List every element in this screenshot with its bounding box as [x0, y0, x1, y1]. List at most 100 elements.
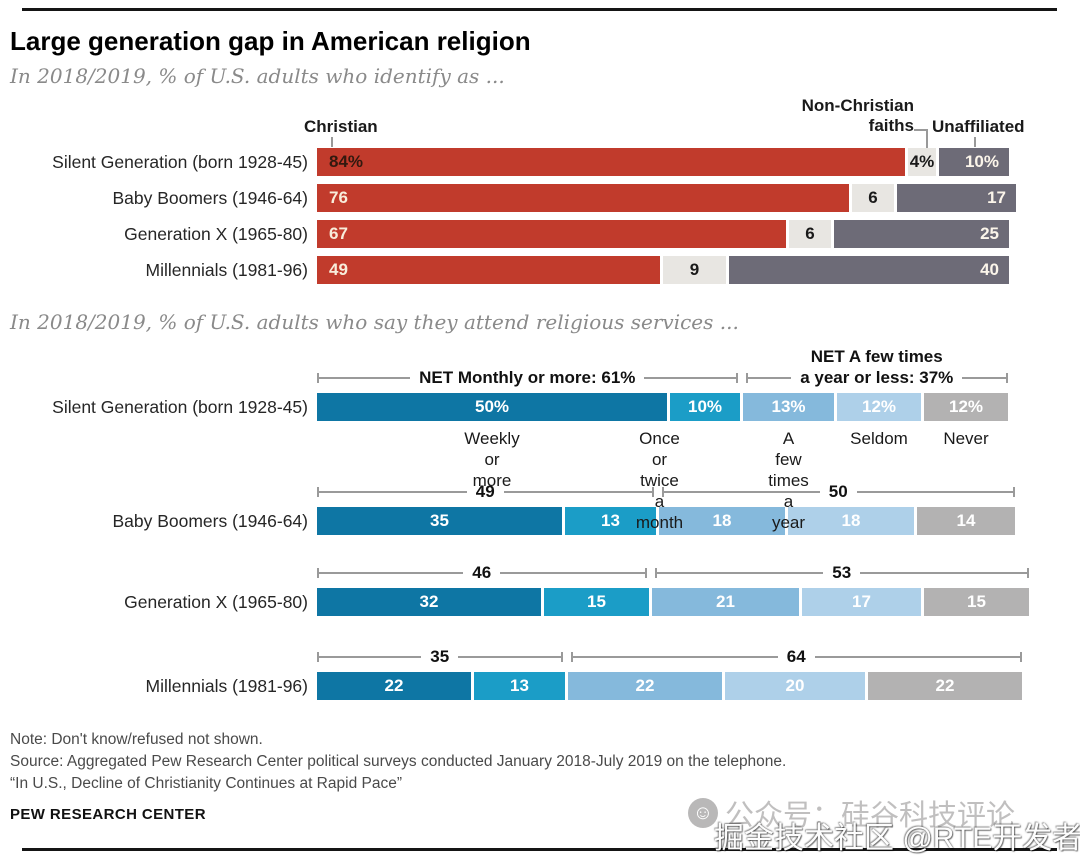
- row-label: Baby Boomers (1946-64): [112, 187, 308, 208]
- christian-pointer-tick: [331, 137, 333, 147]
- bracket-end-tick: [1020, 651, 1023, 662]
- watermark-back: ☺ 公众号：硅谷科技评论: [688, 792, 1015, 834]
- bar-segment: 32: [317, 588, 541, 616]
- bracket-end-tick: [644, 567, 647, 578]
- net-bracket-left: 35: [317, 646, 563, 667]
- row-label: Silent Generation (born 1928-45): [52, 151, 308, 172]
- bracket-line: [856, 490, 1014, 493]
- bracket-line: [319, 571, 464, 574]
- bracket-line: [962, 376, 1007, 379]
- row-label: Millennials (1981-96): [145, 675, 308, 696]
- attendance-category-label: Never: [943, 429, 989, 448]
- footnote-source: Source: Aggregated Pew Research Center p…: [10, 753, 787, 770]
- row-label: Silent Generation (born 1928-45): [52, 396, 308, 417]
- stacked-bar: 76 6 17: [317, 184, 1016, 212]
- bar-segment: 22: [317, 672, 471, 700]
- bar-segment: 18: [659, 507, 785, 535]
- bracket-end-tick: [654, 567, 657, 578]
- attendance-category-label: Weekly or more: [464, 429, 520, 490]
- stacked-bar: 32 15 21 17 15: [317, 588, 1029, 616]
- bar-segment: 40: [729, 256, 1009, 284]
- bar-segment: 13%: [743, 393, 834, 421]
- bracket-end-tick: [570, 651, 573, 662]
- smiley-icon: ☺: [688, 798, 718, 828]
- watermark-back-text: 公众号：硅谷科技评论: [725, 800, 1016, 832]
- net-bracket-right: 53: [654, 562, 1030, 583]
- bar-segment: 12%: [924, 393, 1008, 421]
- bar-row: Generation X (1965-80) 67 6 25: [0, 220, 1016, 248]
- net-bracket-label: 64: [786, 646, 806, 666]
- bar-row: Silent Generation (born 1928-45) 50% 10% 13…: [0, 393, 1008, 421]
- bar-segment: 17: [897, 184, 1016, 212]
- bracket-line: [503, 490, 652, 493]
- bracket-line: [644, 376, 736, 379]
- bracket-end-tick: [745, 372, 748, 383]
- net-bracket-label: 35: [430, 646, 450, 666]
- bar-segment: 14: [917, 507, 1015, 535]
- bar-segment: 10%: [670, 393, 740, 421]
- bar-segment: 15: [544, 588, 649, 616]
- net-bracket-label: 46: [472, 562, 492, 582]
- bar-segment: 50%: [317, 393, 667, 421]
- unaffiliated-pointer-tick: [974, 137, 976, 147]
- bracket-end-tick: [317, 567, 319, 578]
- top-rule: [22, 8, 1057, 11]
- bar-row: Baby Boomers (1946-64) 76 6 17: [0, 184, 1016, 212]
- bracket-line: [319, 376, 411, 379]
- bar-segment: 25: [834, 220, 1009, 248]
- net-bracket-right: NET A few times a year or less: 37%: [745, 346, 1009, 388]
- bracket-end-tick: [560, 651, 563, 662]
- bar-segment: 17: [802, 588, 921, 616]
- bracket-end-tick: [1027, 567, 1030, 578]
- attendance-category-label: A few times a year: [768, 429, 809, 532]
- stacked-bar: 50% 10% 13% 12% 12%: [317, 393, 1008, 421]
- bar-segment: 6: [852, 184, 894, 212]
- net-bracket-label: 49: [475, 481, 495, 501]
- bar-row: Baby Boomers (1946-64) 35 13 18 18 14: [0, 507, 1015, 535]
- row-label: Generation X (1965-80): [124, 591, 308, 612]
- bar-row: Millennials (1981-96) 22 13 22 20 22: [0, 672, 1022, 700]
- net-bracket-left: 49: [317, 481, 654, 502]
- watermark-front: 掘金技术社区 @RTE开发者社区: [714, 822, 1080, 855]
- bracket-end-tick: [317, 486, 319, 497]
- bracket-line: [319, 490, 467, 493]
- row-label: Millennials (1981-96): [145, 259, 308, 280]
- bracket-end-tick: [651, 486, 654, 497]
- bracket-line: [572, 655, 778, 658]
- bar-row: Generation X (1965-80) 32 15 21 17 15: [0, 588, 1029, 616]
- attendance-category-label: Once or twice a month: [635, 429, 684, 532]
- row-label: Generation X (1965-80): [124, 223, 308, 244]
- bracket-end-tick: [735, 372, 738, 383]
- bar-row: Silent Generation (born 1928-45) 84% 4% 10%: [0, 148, 1016, 176]
- bracket-line: [319, 655, 422, 658]
- bar-segment: 76: [317, 184, 849, 212]
- bracket-end-tick: [661, 486, 664, 497]
- footnote-note: Note: Don't know/refused not shown.: [10, 731, 263, 748]
- net-bracket-label: NET Monthly or more: 61%: [419, 367, 636, 387]
- bar-segment: 13: [565, 507, 656, 535]
- bar-segment: 9: [663, 256, 726, 284]
- bar-segment: 67: [317, 220, 786, 248]
- net-bracket-right: 50: [661, 481, 1016, 502]
- bracket-line: [656, 571, 824, 574]
- identify-chart-subtitle: In 2018/2019, % of U.S. adults who ident…: [10, 64, 505, 88]
- net-bracket-label: 50: [828, 481, 848, 501]
- identify-chart: Silent Generation (born 1928-45) 84% 4% 10%…: [0, 148, 1016, 292]
- column-header-unaffiliated: Unaffiliated: [932, 117, 1025, 136]
- bar-segment: 6: [789, 220, 831, 248]
- bracket-line: [663, 490, 820, 493]
- bracket-line: [458, 655, 561, 658]
- net-bracket-label: 53: [832, 562, 852, 582]
- net-bracket-right: 64: [570, 646, 1023, 667]
- bar-segment: 20: [725, 672, 865, 700]
- bracket-end-tick: [317, 651, 319, 662]
- bar-segment: 18: [788, 507, 914, 535]
- bottom-rule: [22, 848, 1057, 851]
- stacked-bar: 49 9 40: [317, 256, 1009, 284]
- attendance-category-label: Seldom: [850, 429, 908, 448]
- bar-segment: 10%: [939, 148, 1009, 176]
- bar-segment: 35: [317, 507, 562, 535]
- footnote-report-title: “In U.S., Decline of Christianity Contin…: [10, 775, 402, 792]
- stacked-bar: 22 13 22 20 22: [317, 672, 1022, 700]
